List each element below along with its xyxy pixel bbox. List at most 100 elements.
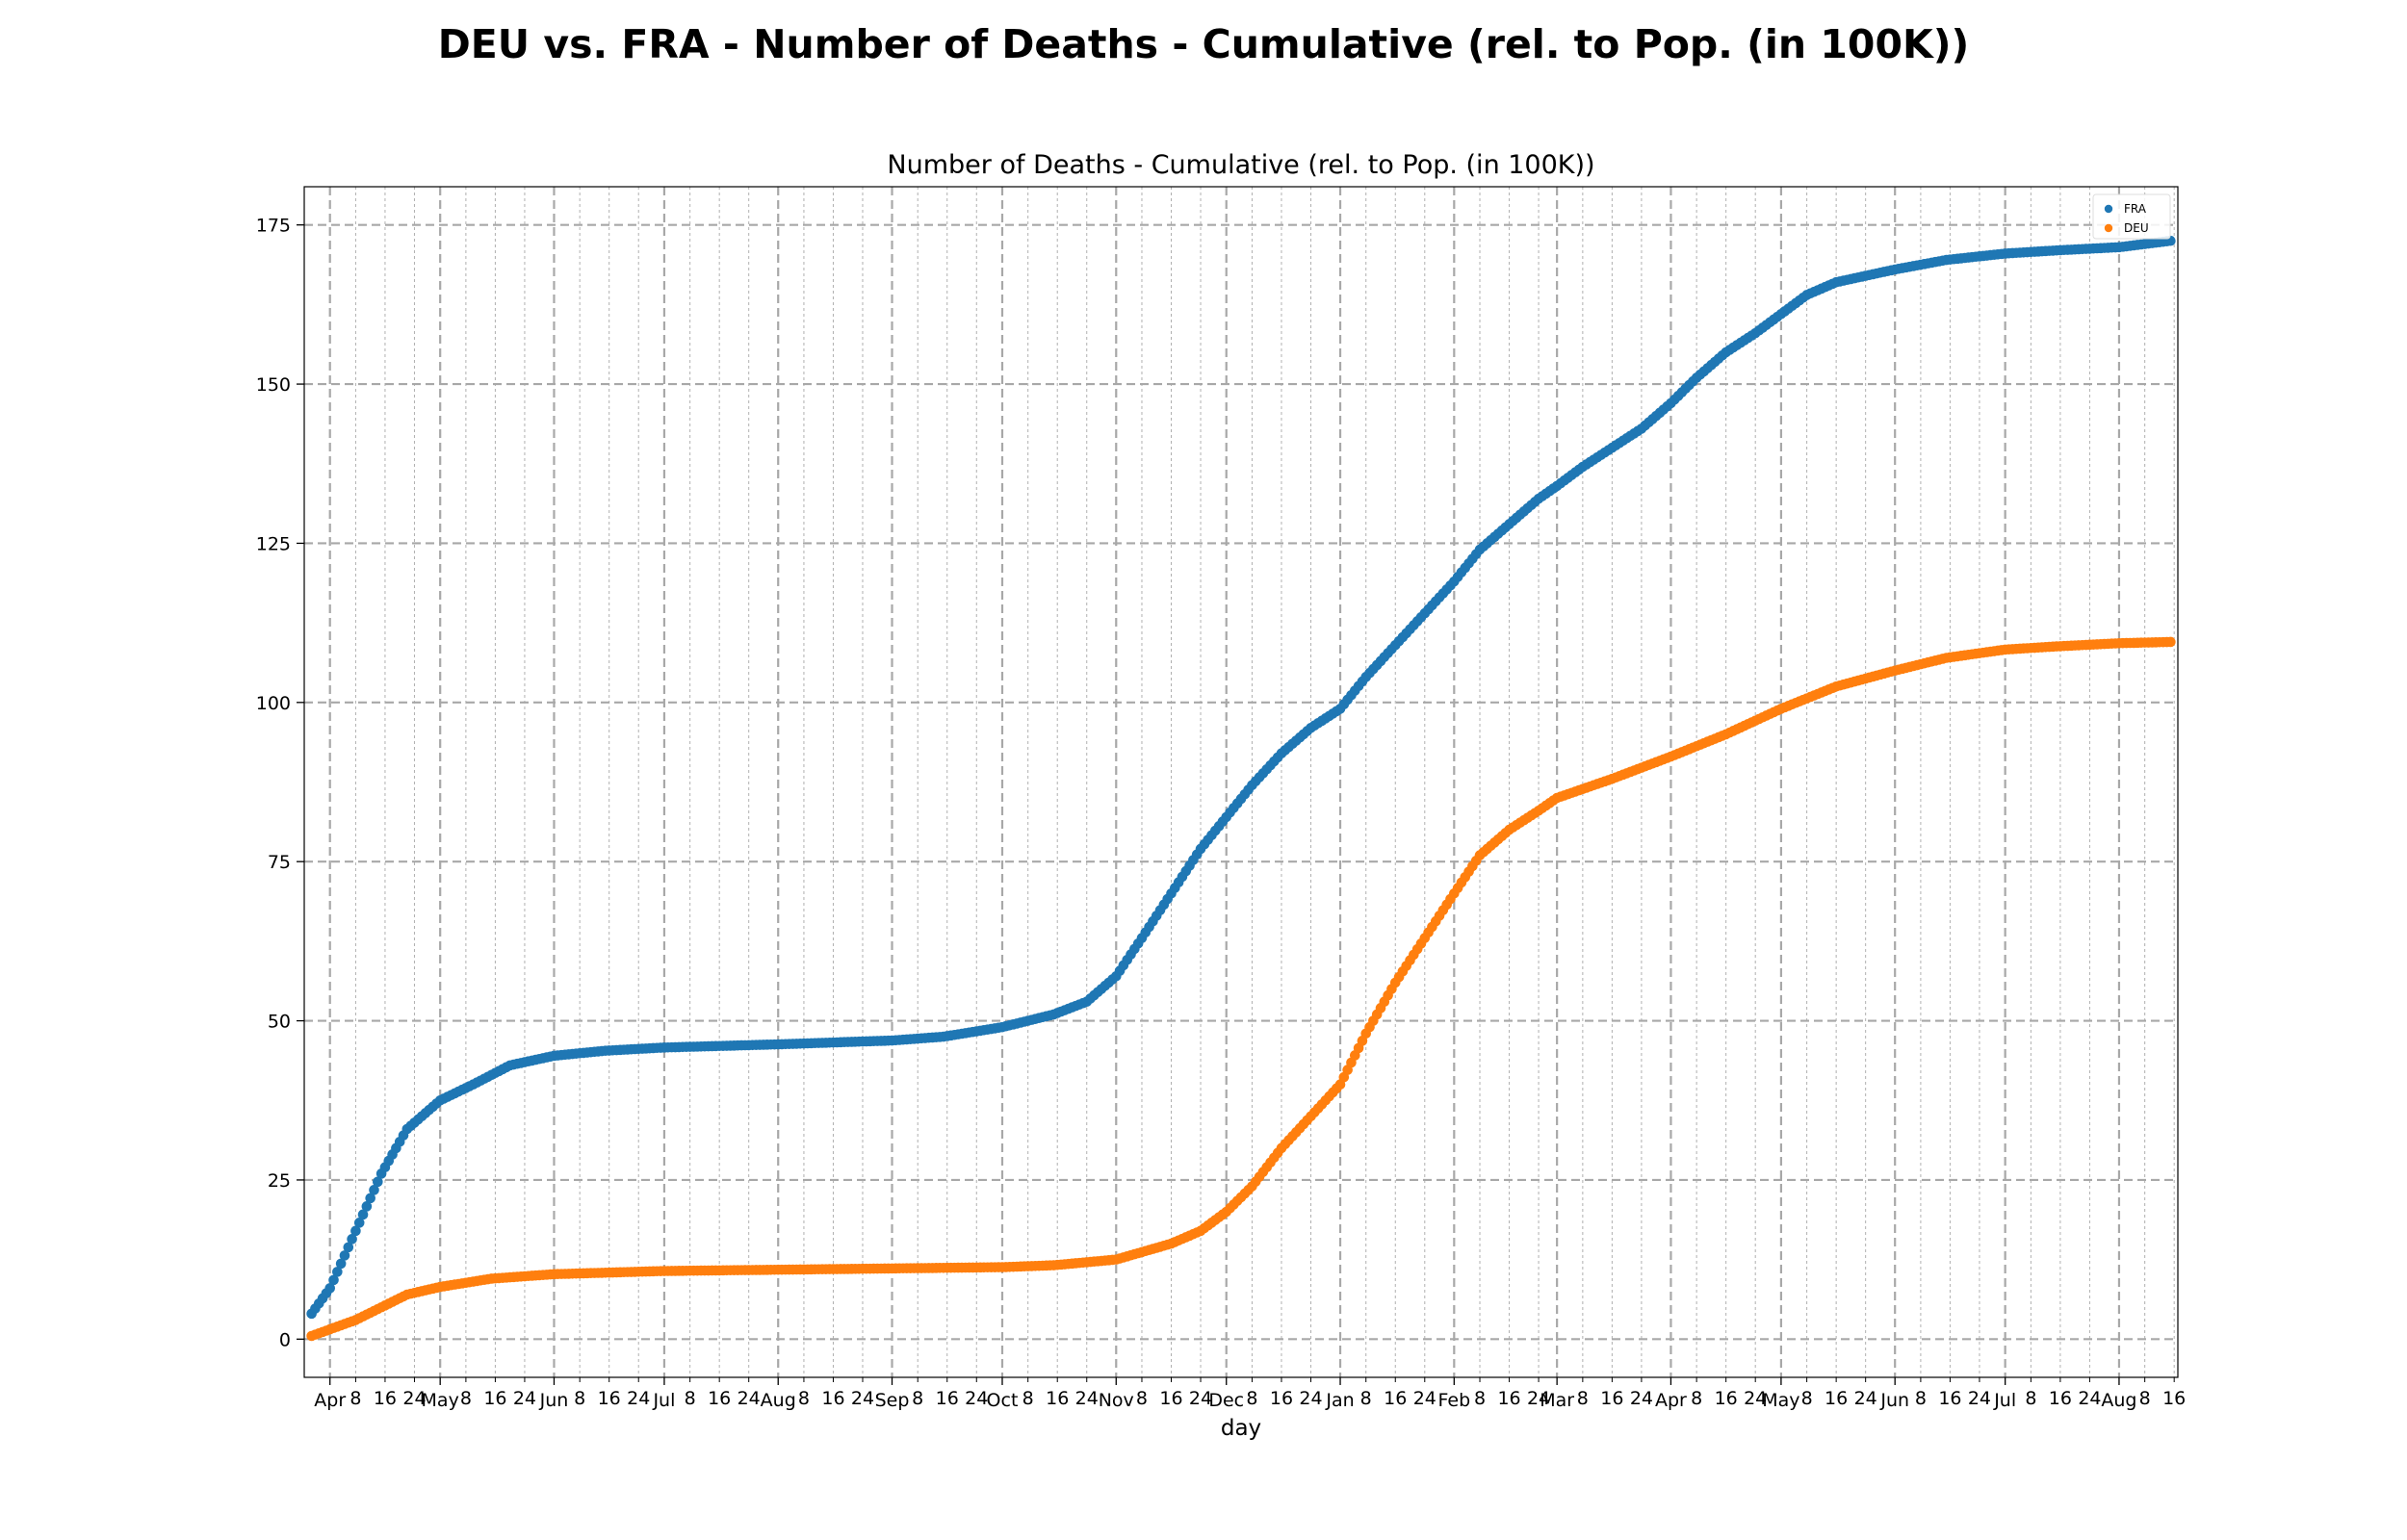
x-minor-tick-label: 16: [1270, 1388, 1293, 1409]
x-minor-tick-label: 8: [1474, 1388, 1486, 1409]
x-minor-tick-label: 16: [1384, 1388, 1407, 1409]
x-minor-tick-label: 8: [574, 1388, 585, 1409]
x-minor-tick-label: 16: [1600, 1388, 1623, 1409]
x-major-tick-label: Jan: [1325, 1390, 1354, 1411]
legend-marker-deu: [2104, 223, 2113, 233]
x-minor-tick-label: 8: [349, 1388, 361, 1409]
legend-label-deu: DEU: [2124, 221, 2149, 235]
data-point-fra: [357, 1209, 369, 1220]
data-point-fra: [332, 1267, 343, 1277]
y-tick-label: 25: [268, 1170, 291, 1192]
x-minor-tick-label: 16: [821, 1388, 844, 1409]
data-point-fra: [324, 1283, 336, 1294]
data-point-fra: [339, 1250, 350, 1261]
x-minor-tick-label: 8: [1691, 1388, 1702, 1409]
x-major-tick-label: Nov: [1099, 1390, 1134, 1411]
y-tick-label: 175: [256, 216, 291, 237]
data-point-fra: [347, 1234, 357, 1245]
x-minor-tick-label: 24: [1527, 1388, 1550, 1409]
data-point-fra: [361, 1201, 373, 1212]
x-minor-tick-label: 24: [1968, 1388, 1991, 1409]
x-major-tick-label: Dec: [1208, 1390, 1244, 1411]
x-minor-tick-label: 16: [374, 1388, 397, 1409]
x-minor-tick-label: 24: [851, 1388, 874, 1409]
x-minor-tick-label: 8: [1915, 1388, 1927, 1409]
x-minor-tick-label: 8: [1022, 1388, 1034, 1409]
x-minor-tick-label: 8: [1136, 1388, 1148, 1409]
x-minor-tick-label: 16: [483, 1388, 506, 1409]
x-minor-tick-label: 16: [1938, 1388, 1961, 1409]
x-minor-tick-label: 24: [738, 1388, 761, 1409]
x-major-tick-label: May: [422, 1390, 459, 1411]
x-major-tick-label: Aug: [761, 1390, 796, 1411]
x-minor-tick-label: 8: [1801, 1388, 1813, 1409]
x-minor-tick-label: 24: [1299, 1388, 1322, 1409]
x-minor-tick-label: 24: [2078, 1388, 2101, 1409]
x-minor-tick-label: 8: [798, 1388, 810, 1409]
x-minor-tick-label: 8: [685, 1388, 696, 1409]
x-major-tick-label: Jun: [539, 1390, 569, 1411]
x-minor-tick-label: 24: [1413, 1388, 1436, 1409]
y-tick-label: 125: [256, 533, 291, 554]
x-major-tick-label: Jul: [1993, 1390, 2016, 1411]
x-axis-title: day: [1221, 1416, 1261, 1441]
x-major-tick-label: Aug: [2101, 1390, 2136, 1411]
series-layer: [306, 235, 2176, 1342]
plot-frame: [303, 186, 2179, 1378]
x-minor-tick-label: 16: [1159, 1388, 1182, 1409]
data-point-fra: [373, 1176, 383, 1188]
x-minor-tick-label: 16: [936, 1388, 959, 1409]
x-minor-tick-label: 16: [1825, 1388, 1848, 1409]
series-fra: [306, 235, 2176, 1320]
x-major-tick-label: Mar: [1540, 1390, 1574, 1411]
x-minor-tick-label: 8: [2139, 1388, 2151, 1409]
x-minor-tick-label: 24: [1075, 1388, 1099, 1409]
x-major-tick-label: Jul: [652, 1390, 675, 1411]
series-deu: [306, 636, 2176, 1342]
grid-layer: [304, 187, 2178, 1377]
x-minor-tick-label: 24: [513, 1388, 536, 1409]
x-minor-tick-label: 8: [1360, 1388, 1372, 1409]
x-minor-tick-label: 24: [1630, 1388, 1653, 1409]
x-major-tick-label: Apr: [1655, 1390, 1687, 1411]
x-minor-tick-label: 8: [1577, 1388, 1589, 1409]
x-minor-tick-label: 16: [1497, 1388, 1520, 1409]
x-minor-tick-label: 8: [1246, 1388, 1257, 1409]
y-tick-label: 150: [256, 374, 291, 396]
legend-marker-fra: [2104, 204, 2113, 214]
x-major-tick-label: Oct: [987, 1390, 1019, 1411]
figure-suptitle: DEU vs. FRA - Number of Deaths - Cumulat…: [437, 21, 1970, 67]
x-minor-tick-label: 16: [1715, 1388, 1738, 1409]
data-point-fra: [328, 1274, 339, 1286]
data-point-fra: [343, 1242, 354, 1253]
legend: FRA DEU: [2092, 193, 2171, 240]
x-minor-tick-label: 24: [1744, 1388, 1767, 1409]
data-point-fra: [369, 1185, 379, 1195]
x-minor-tick-label: 16: [2049, 1388, 2072, 1409]
x-minor-tick-label: 24: [1189, 1388, 1212, 1409]
x-minor-tick-label: 8: [912, 1388, 923, 1409]
y-tick-label: 50: [268, 1012, 291, 1033]
x-minor-tick-label: 24: [1854, 1388, 1877, 1409]
x-major-tick-label: Jun: [1879, 1390, 1909, 1411]
y-tick-label: 100: [256, 693, 291, 714]
tick-layer: 8 16 24 8 16 24 8 16 24 8 16 24 8 16 24 8 16 24 8 16 24 8 16 24…: [256, 216, 2187, 1411]
data-point-fra: [335, 1258, 347, 1270]
legend-label-fra: FRA: [2124, 202, 2147, 216]
x-minor-tick-label: 8: [2025, 1388, 2036, 1409]
x-major-tick-label: May: [1762, 1390, 1799, 1411]
y-tick-label: 0: [279, 1329, 291, 1350]
data-point-fra: [365, 1193, 375, 1204]
x-minor-tick-label: 24: [402, 1388, 426, 1409]
data-point-fra: [353, 1218, 365, 1228]
x-minor-tick-label: 16: [2162, 1388, 2186, 1409]
x-major-tick-label: Feb: [1437, 1390, 1470, 1411]
x-minor-tick-label: 24: [627, 1388, 650, 1409]
x-minor-tick-label: 8: [460, 1388, 472, 1409]
x-minor-tick-label: 24: [965, 1388, 988, 1409]
data-point-deu: [2165, 636, 2176, 648]
x-minor-tick-label: 16: [598, 1388, 621, 1409]
x-major-tick-label: Apr: [314, 1390, 346, 1411]
